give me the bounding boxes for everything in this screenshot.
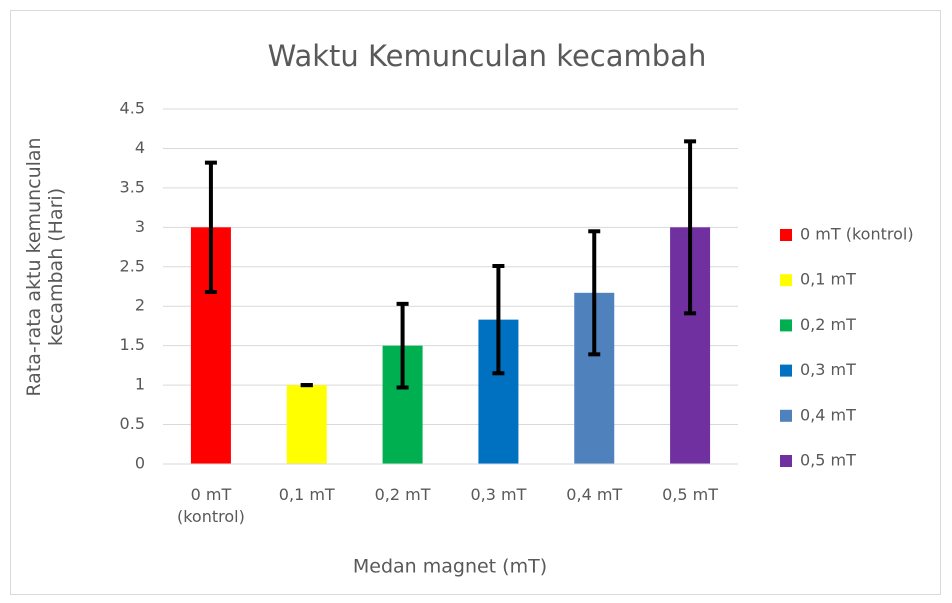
y-tick-label: 0.5: [120, 414, 145, 433]
y-tick-label: 1: [135, 375, 145, 394]
error-bar: [396, 301, 409, 390]
chart-title: Waktu Kemunculan kecambah: [268, 39, 707, 73]
chart-border: [10, 10, 941, 595]
error-bar: [492, 263, 505, 376]
y-tick-label: 2.5: [120, 256, 145, 275]
legend-swatch: [780, 274, 792, 287]
y-tick-label: 3.5: [120, 177, 145, 196]
x-tick-label: 0,1 mT: [278, 485, 335, 504]
error-bar: [588, 229, 601, 357]
bar: [286, 385, 327, 464]
y-tick-label: 0: [135, 454, 145, 473]
error-bar: [204, 160, 217, 295]
y-tick-label: 1.5: [120, 335, 145, 354]
x-tick-label: 0,5 mT: [662, 485, 719, 504]
legend-label: 0,4 mT: [800, 405, 856, 424]
y-tick-label: 4.5: [120, 99, 145, 118]
legend-label: 0 mT (kontrol): [800, 225, 914, 244]
x-tick-label: 0,4 mT: [566, 485, 623, 504]
x-axis-label: Medan magnet (mT): [353, 556, 547, 578]
legend-swatch: [780, 319, 792, 332]
x-tick-label: 0 mT (kontrol): [176, 485, 245, 526]
legend-swatch: [780, 455, 792, 467]
legend-label: 0,5 mT: [800, 451, 856, 470]
legend-label: 0,2 mT: [800, 315, 856, 334]
y-tick-label: 4: [135, 138, 145, 157]
legend-swatch: [780, 229, 792, 241]
x-tick-label: 0,2 mT: [374, 485, 431, 504]
legend-swatch: [780, 409, 792, 422]
legend-swatch: [780, 364, 792, 377]
error-bar: [684, 139, 697, 316]
legend-label: 0,1 mT: [800, 270, 856, 289]
x-tick-label: 0,3 mT: [470, 485, 527, 504]
y-tick-label: 3: [135, 217, 145, 236]
y-axis-label: Rata-rata aktu kemunculan kecambah (Hari…: [23, 137, 67, 397]
y-tick-label: 2: [135, 296, 145, 315]
legend-label: 0,3 mT: [800, 360, 856, 379]
